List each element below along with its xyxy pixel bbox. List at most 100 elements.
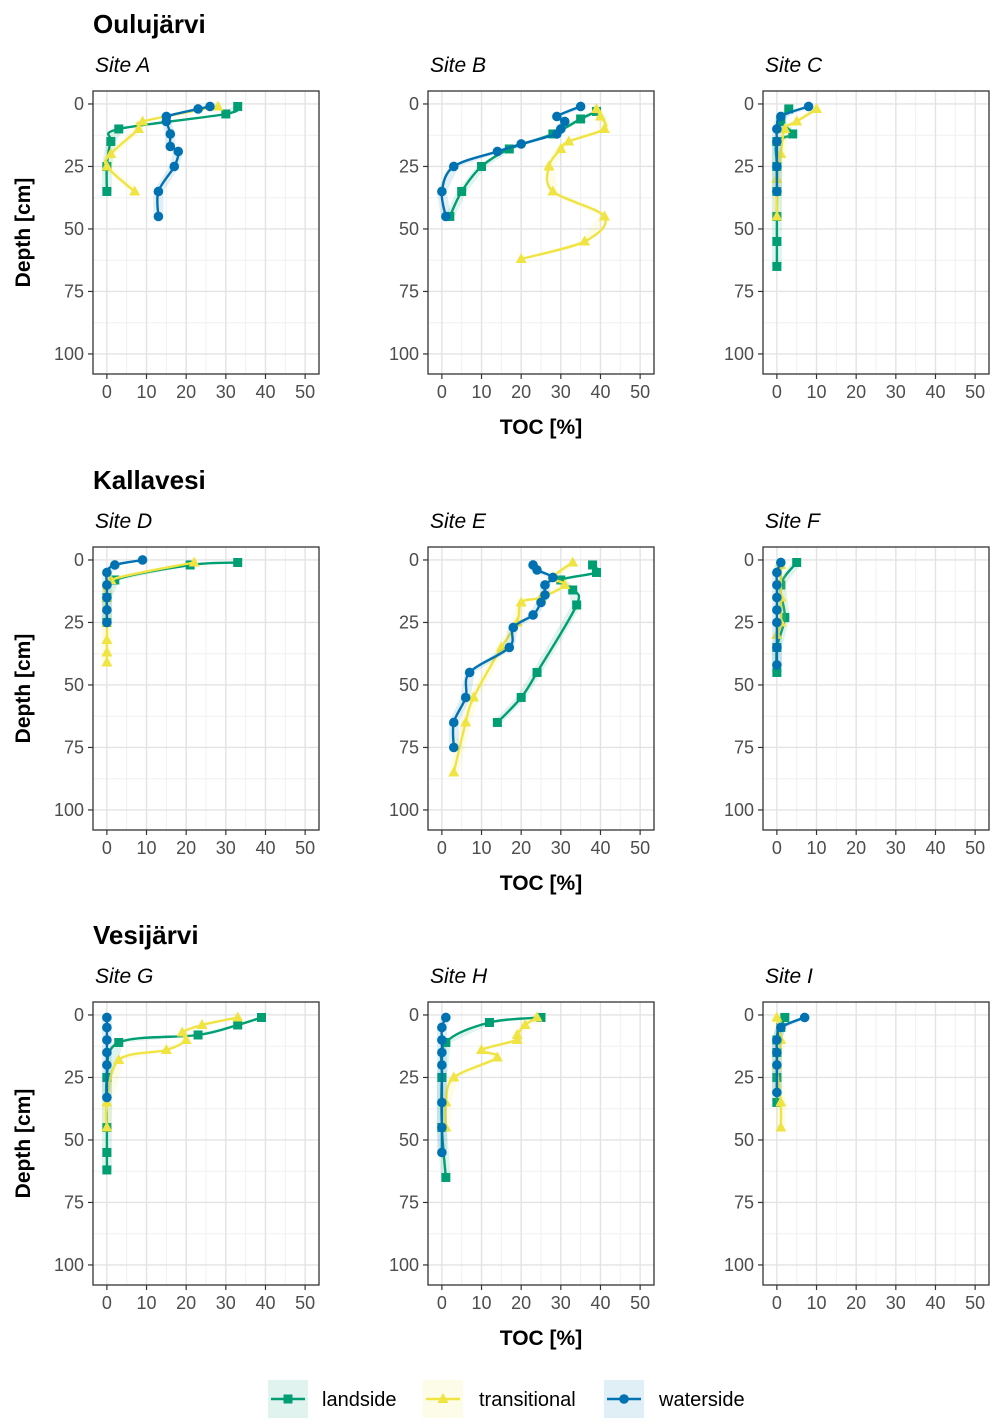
data-point [516,692,526,702]
data-point [598,122,610,133]
data-point [591,102,603,113]
y-tick-label: 0 [409,94,419,114]
data-point [559,578,571,589]
panel: Site C 0 10 20 30 40 50 0 25 50 75 100 [724,54,990,402]
y-tick-label: 75 [734,281,754,301]
x-tick-label: 40 [590,382,610,402]
x-tick-label: 20 [511,1293,531,1313]
x-tick-label: 30 [216,838,236,858]
x-tick-label: 0 [437,838,447,858]
confidence-band [516,109,610,259]
panel: Site B 0 10 20 30 40 50 0 25 50 75 100 TOC [%] [389,54,655,439]
x-tick-label: 10 [137,382,157,402]
data-point [129,185,141,196]
legend-item-waterside: waterside [604,1380,745,1418]
data-point [776,111,786,122]
data-point [780,612,790,622]
x-tick-label: 50 [630,382,650,402]
data-point [540,580,550,590]
y-tick-label: 50 [734,219,754,239]
y-tick-label: 25 [64,612,84,632]
x-tick-label: 0 [102,838,112,858]
x-tick-label: 0 [772,382,782,402]
data-point [508,622,519,633]
data-point [464,667,475,678]
data-point [772,236,782,246]
data-point [180,1033,192,1044]
data-point [257,1012,267,1022]
data-point [233,557,243,567]
y-tick-label: 50 [64,1130,84,1150]
data-point [772,660,782,670]
data-point [579,235,591,246]
x-tick-label: 10 [807,382,827,402]
confidence-band [101,562,200,663]
x-tick-label: 30 [886,382,906,402]
data-point [212,100,224,111]
y-tick-label: 25 [734,612,754,632]
series-waterside [436,1012,451,1158]
panel: Site F 0 10 20 30 40 50 0 25 50 75 100 [724,510,990,858]
y-tick-label: 50 [734,1130,754,1150]
y-tick-label: 0 [744,94,754,114]
x-tick-label: 10 [472,1293,492,1313]
data-point [588,560,598,570]
y-tick-label: 0 [74,94,84,114]
x-tick-label: 0 [102,1293,112,1313]
data-point [233,1020,243,1030]
data-point [492,146,503,157]
x-axis-title: TOC [%] [500,1327,582,1350]
data-point [441,1012,451,1023]
series-waterside [101,1012,112,1103]
legend-label: landside [322,1389,397,1411]
data-point [772,261,782,271]
y-tick-label: 0 [409,1005,419,1025]
confidence-band [436,1017,546,1178]
x-tick-label: 10 [472,838,492,858]
panel-border [92,1001,320,1286]
data-point [780,1012,790,1022]
data-point [114,1037,124,1047]
legend-label: transitional [479,1389,576,1411]
data-point [547,185,559,196]
data-point [153,211,164,222]
data-point [468,691,480,702]
data-point [772,136,782,147]
data-point [160,1043,172,1054]
y-tick-label: 25 [734,156,754,176]
data-point [137,115,149,126]
site-title: Site E [430,510,487,533]
site-title: Site F [765,510,821,533]
data-point [165,141,176,152]
x-tick-label: 0 [437,382,447,402]
data-point [799,1012,810,1023]
data-point [543,160,555,171]
x-tick-label: 50 [295,1293,315,1313]
lake-title: Vesijärvi [93,920,199,950]
data-point [221,109,231,119]
y-tick-label: 75 [64,1192,84,1212]
y-tick-label: 100 [54,1255,84,1275]
y-tick-label: 75 [399,281,419,301]
x-tick-label: 20 [511,838,531,858]
x-tick-label: 20 [511,382,531,402]
series-transitional [515,102,610,263]
y-tick-label: 100 [389,1255,419,1275]
data-point [772,580,782,590]
site-title: Site C [765,54,823,77]
data-point [791,115,803,126]
legend-item-landside: landside [268,1380,397,1418]
data-point [532,565,542,575]
y-tick-label: 75 [399,737,419,757]
panel-border [427,546,655,831]
y-tick-label: 100 [724,344,754,364]
x-tick-label: 40 [255,838,275,858]
data-point [102,1022,112,1033]
data-point [772,161,782,172]
panel: Site E 0 10 20 30 40 50 0 25 50 75 100 TOC [%] [389,510,655,895]
data-point [576,114,586,124]
data-point [113,1053,125,1064]
x-tick-label: 10 [137,1293,157,1313]
x-tick-label: 30 [551,838,571,858]
